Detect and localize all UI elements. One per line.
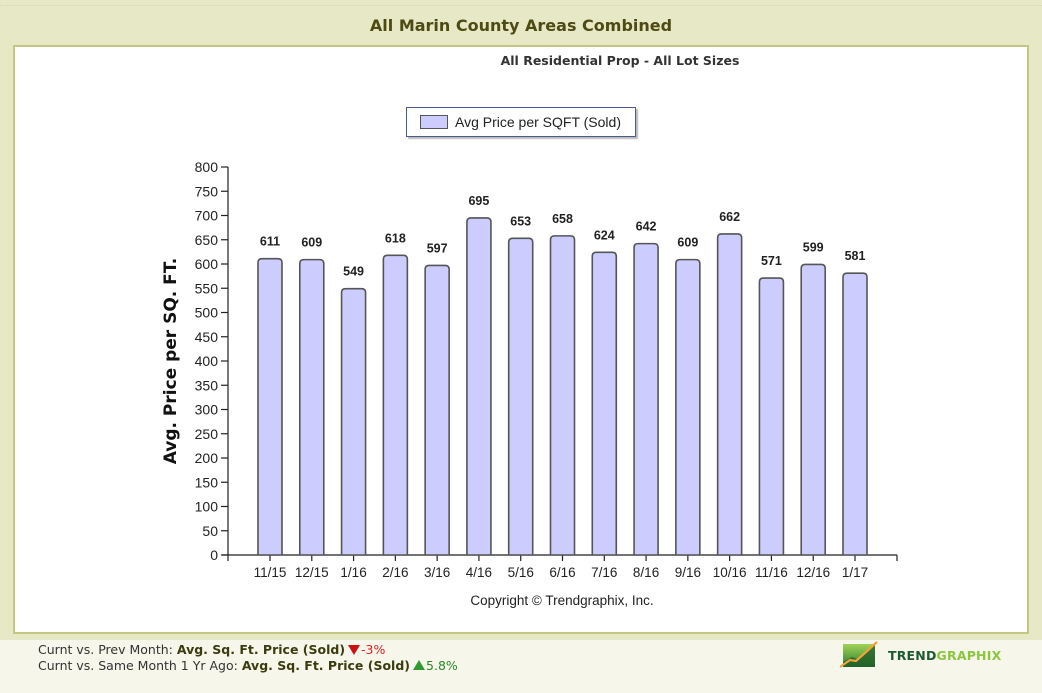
bar-value-label: 599 <box>803 240 824 254</box>
legend-label: Avg Price per SQFT (Sold) <box>455 114 621 130</box>
x-tick-label: 9/16 <box>675 565 701 580</box>
y-tick-label: 300 <box>195 402 219 418</box>
chart-bars: 611 609 549 618 597 695 653 658 624 642 609 662 571 5… <box>257 194 868 556</box>
y-tick-label: 600 <box>195 256 219 272</box>
bar-value-label: 611 <box>260 235 280 249</box>
logo-text: TRENDGRAPHIX <box>888 648 1001 663</box>
x-tick-label: 8/16 <box>633 565 659 580</box>
y-tick-label: 50 <box>202 523 218 539</box>
x-tick-label: 7/16 <box>591 565 617 580</box>
bar <box>466 217 492 556</box>
bar-value-label: 618 <box>385 231 406 245</box>
x-tick-label: 5/16 <box>508 565 534 580</box>
bar-value-label: 642 <box>636 220 657 234</box>
x-tick-label: 11/15 <box>254 565 287 580</box>
x-tick-label: 10/16 <box>713 565 747 580</box>
bar <box>800 263 827 556</box>
bar-value-label: 695 <box>468 194 489 208</box>
bar <box>424 264 450 556</box>
comparison-label: Curnt vs. Prev Month: <box>38 642 177 657</box>
chart-copyright: Copyright © Trendgraphix, Inc. <box>470 593 653 608</box>
bar <box>716 233 743 556</box>
bar-value-label: 624 <box>594 228 615 242</box>
down-arrow-icon <box>348 645 361 655</box>
y-tick-label: 500 <box>195 305 219 321</box>
bar-value-label: 653 <box>510 214 531 228</box>
change-value: -3% <box>361 642 386 657</box>
comparison-year-ago: Curnt vs. Same Month 1 Yr Ago: Avg. Sq. … <box>38 658 458 674</box>
logo-text-graphix: GRAPHIX <box>936 647 1002 663</box>
up-arrow-icon <box>413 660 426 670</box>
bar <box>758 277 785 556</box>
bar-value-label: 609 <box>301 236 322 250</box>
bar-value-label: 581 <box>845 249 866 263</box>
y-tick-label: 450 <box>195 329 219 345</box>
bar <box>382 254 409 556</box>
bar <box>340 287 367 556</box>
comparison-metric: Avg. Sq. Ft. Price (Sold) <box>241 658 411 673</box>
comparison-metric: Avg. Sq. Ft. Price (Sold) <box>176 642 346 657</box>
x-tick-label: 11/16 <box>755 565 788 580</box>
bar-value-label: 597 <box>427 241 448 255</box>
bar <box>298 258 325 556</box>
y-tick-label: 550 <box>195 280 219 296</box>
y-axis-title: Avg. Price per SQ. FT. <box>161 258 181 465</box>
y-axis-label: Avg. Price per SQ. FT. <box>161 258 181 465</box>
y-tick-label: 250 <box>195 426 219 442</box>
x-tick-label: 12/16 <box>796 565 830 580</box>
y-tick-label: 400 <box>195 353 219 369</box>
chart-subtitle: All Residential Prop - All Lot Sizes <box>500 53 740 68</box>
bar-value-label: 571 <box>761 254 782 268</box>
page-title: All Marin County Areas Combined <box>369 16 673 35</box>
comparison-prev-month: Curnt vs. Prev Month: Avg. Sq. Ft. Price… <box>38 642 458 658</box>
comparison-label: Curnt vs. Same Month 1 Yr Ago: <box>38 658 242 673</box>
bar <box>591 251 618 556</box>
comparison-summary: Curnt vs. Prev Month: Avg. Sq. Ft. Price… <box>38 642 458 674</box>
change-value: 5.8% <box>426 658 458 673</box>
x-tick-label: 12/15 <box>295 565 329 580</box>
y-tick-label: 100 <box>195 499 219 515</box>
x-tick-label: 4/16 <box>466 565 492 580</box>
bar <box>507 237 534 556</box>
x-tick-label: 6/16 <box>549 565 575 580</box>
y-tick-label: 200 <box>195 450 219 466</box>
logo-text-trend: TREND <box>888 647 937 663</box>
bar <box>675 258 701 556</box>
bar-value-label: 658 <box>552 212 573 226</box>
trendgraphix-logo[interactable]: TRENDGRAPHIX <box>840 640 1001 670</box>
bar-chart: Avg. Price per SQ. FT. 0 50 100 150 200 250 30… <box>161 159 898 608</box>
x-tick-label: 1/17 <box>842 565 868 580</box>
bar <box>633 242 659 556</box>
trend-chart-logo-icon <box>840 641 878 668</box>
bar <box>549 235 576 556</box>
bar <box>842 272 868 556</box>
bar-value-label: 609 <box>677 236 698 250</box>
x-tick-label: 3/16 <box>424 565 450 580</box>
y-tick-label: 0 <box>210 547 218 563</box>
legend-swatch-icon <box>420 115 448 129</box>
top-divider <box>0 5 1042 6</box>
bar-value-label: 549 <box>343 265 364 279</box>
y-tick-label: 700 <box>195 208 219 224</box>
y-tick-label: 800 <box>195 159 219 175</box>
x-tick-label: 1/16 <box>340 565 366 580</box>
y-tick-label: 150 <box>195 474 219 490</box>
x-tick-label: 2/16 <box>382 565 408 580</box>
y-tick-label: 350 <box>195 377 219 393</box>
bar <box>257 257 283 556</box>
y-tick-label: 750 <box>195 183 219 199</box>
bar-value-label: 662 <box>719 210 740 224</box>
chart-legend: Avg Price per SQFT (Sold) <box>406 107 636 137</box>
y-tick-label: 650 <box>195 232 219 248</box>
